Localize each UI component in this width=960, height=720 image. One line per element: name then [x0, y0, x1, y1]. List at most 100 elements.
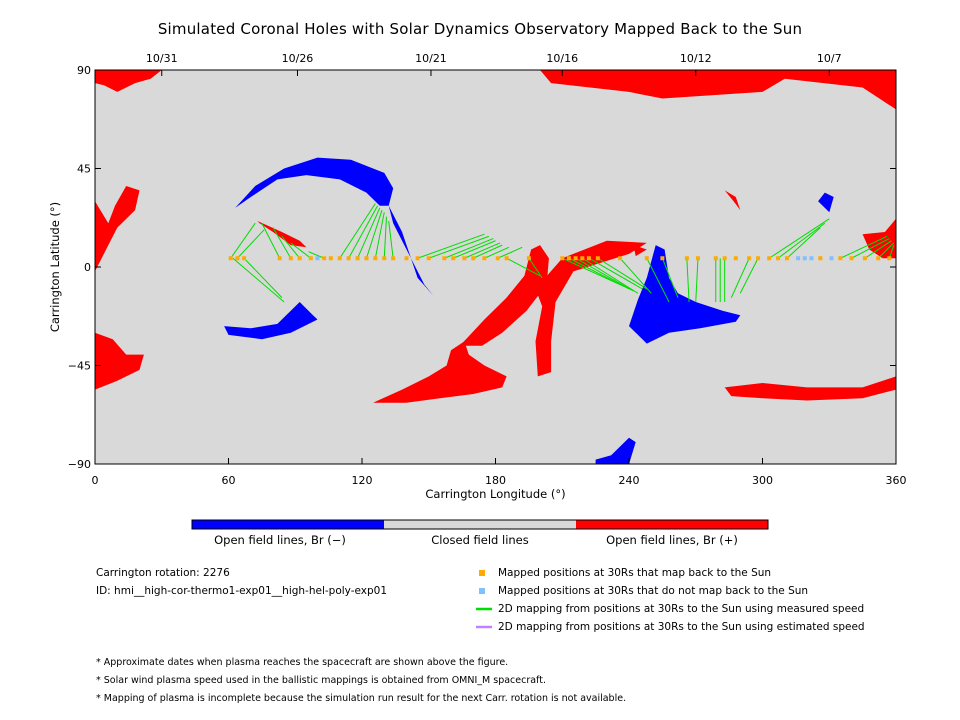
- mapped-point: [482, 256, 487, 261]
- date-tick-label: 10/12: [680, 52, 712, 65]
- field-line: [888, 244, 895, 259]
- mapped-point: [462, 256, 467, 261]
- y-tick-label: −45: [68, 360, 91, 373]
- mapped-point: [767, 256, 772, 261]
- field-line: [484, 246, 510, 259]
- mapped-point: [695, 256, 700, 261]
- coronal-hole-north-polar: [95, 70, 896, 110]
- y-tick-label: −90: [68, 458, 91, 471]
- mapped-point: [288, 256, 293, 261]
- coronal-hole-regions: [95, 70, 896, 464]
- field-line: [464, 242, 501, 259]
- mapped-point: [471, 256, 476, 261]
- mapped-point: [586, 256, 591, 261]
- mapped-point: [595, 256, 600, 261]
- field-line: [619, 257, 652, 294]
- field-line: [243, 257, 283, 298]
- field-line: [428, 235, 489, 259]
- mapped-point: [756, 256, 761, 261]
- y-axis-label: Carrington Latitude (°): [48, 202, 62, 332]
- field-line: [851, 238, 890, 259]
- mapped-point: [426, 256, 431, 261]
- field-line: [365, 209, 383, 259]
- carrington-rotation: Carrington rotation: 2276: [96, 567, 230, 579]
- mapped-point: [747, 256, 752, 261]
- date-tick-label: 10/7: [817, 52, 842, 65]
- field-line: [497, 246, 523, 259]
- legend-symbols: [476, 570, 492, 629]
- coronal-hole-positive-southwest: [95, 332, 144, 390]
- coronal-hole-negative-arc: [235, 157, 394, 208]
- mapped-point: [355, 256, 360, 261]
- mapped-point: [876, 256, 881, 261]
- field-line: [661, 258, 679, 298]
- mapped-point: [242, 256, 247, 261]
- mapped-point: [573, 256, 578, 261]
- coronal-hole-negative-small: [818, 192, 834, 213]
- field-line: [768, 218, 830, 259]
- field-line: [348, 205, 379, 259]
- colorbar-label-closed: Closed field lines: [431, 533, 529, 547]
- field-line: [383, 216, 387, 259]
- mapped-point: [838, 256, 843, 261]
- field-line: [646, 258, 670, 303]
- field-line: [864, 240, 892, 259]
- mapped-point: [328, 256, 333, 261]
- coronal-hole-small-positive: [257, 221, 307, 248]
- colorbar-negative: [192, 520, 384, 529]
- mapped-point: [684, 256, 689, 261]
- run-id: ID: hmi__high-cor-thermo1-exp01__high-he…: [96, 585, 388, 597]
- y-tick-label: 45: [77, 163, 91, 176]
- mapped-point: [277, 256, 282, 261]
- axes: 0 60 120 180 240 300 360 90 45 0 −45 −90 10/31 10/26 1…: [48, 52, 907, 501]
- field-line: [877, 242, 895, 259]
- mapped-point: [849, 256, 854, 261]
- mapped-point: [322, 256, 327, 261]
- mapped-point: [337, 256, 342, 261]
- mapped-point: [415, 256, 420, 261]
- mapped-point: [364, 256, 369, 261]
- coronal-hole-positive-east-limb: [95, 186, 140, 272]
- legend-label-not-mapped: Mapped positions at 30Rs that do not map…: [498, 585, 809, 597]
- field-line: [686, 258, 690, 303]
- coronal-hole-tiny: [633, 245, 647, 257]
- field-line: [473, 244, 503, 259]
- chart-title: Simulated Coronal Holes with Solar Dynam…: [157, 20, 803, 38]
- field-line: [568, 257, 630, 290]
- y-tick-label: 90: [77, 64, 91, 77]
- mapped-point: [580, 256, 585, 261]
- field-line: [528, 257, 543, 279]
- x-tick-label: 180: [485, 474, 506, 487]
- field-line: [417, 233, 485, 259]
- field-line: [777, 222, 826, 259]
- coronal-hole-negative-trail: [388, 205, 434, 296]
- colorbar: [191, 519, 769, 530]
- field-line: [562, 257, 625, 288]
- field-line: [339, 203, 376, 259]
- field-line: [444, 238, 494, 259]
- coronal-hole-negative-polar: [595, 437, 636, 464]
- legend-label-estimated: 2D mapping from positions at 30Rs to the…: [498, 621, 865, 633]
- x-tick-label: 120: [352, 474, 373, 487]
- x-axis-label: Carrington Longitude (°): [425, 487, 565, 501]
- field-line: [230, 222, 256, 259]
- x-tick-label: 0: [92, 474, 99, 487]
- field-line: [388, 220, 394, 259]
- mapped-point: [442, 256, 447, 261]
- field-line: [786, 227, 821, 259]
- x-tick-label: 360: [886, 474, 907, 487]
- date-tick-label: 10/16: [546, 52, 578, 65]
- mapped-point: [308, 256, 313, 261]
- field-line: [582, 257, 639, 294]
- field-line: [506, 257, 541, 277]
- mapped-point: [618, 256, 623, 261]
- footnote-speed: * Solar wind plasma speed used in the ba…: [96, 675, 546, 686]
- mapped-point: [228, 256, 233, 261]
- mapped-point: [297, 256, 302, 261]
- field-line: [261, 222, 281, 259]
- coronal-hole-positive-spur: [459, 245, 549, 346]
- mapped-point: [818, 256, 823, 261]
- footnote-dates: * Approximate dates when plasma reaches …: [96, 657, 509, 668]
- y-tick-label: 0: [84, 261, 91, 274]
